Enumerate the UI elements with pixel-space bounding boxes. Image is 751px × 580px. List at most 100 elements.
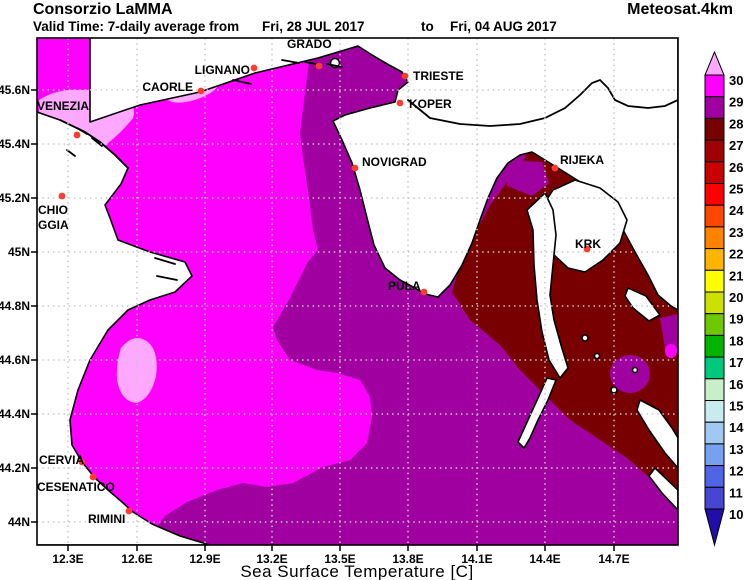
lon-tick-label: 14.4E [529,552,560,566]
sea-patch-28-29-rijeka [505,160,549,196]
colorbar-cell [704,486,725,510]
po-delta-marks [154,257,178,281]
colorbar-cell [704,443,725,467]
lon-tick-label: 12.3E [52,552,83,566]
valid-date-to: Fri, 04 AUG 2017 [450,19,557,34]
map-canvas: VENEZIA CHIO GGIA CAORLE LIGNANO GRADO T… [37,37,678,545]
colorbar-cell [704,356,725,380]
city-label-grado: GRADO [287,37,332,51]
colorbar-cell [704,269,725,293]
colorbar-cell [704,226,725,250]
lat-tick-label: 44.8N [0,299,30,313]
lat-tick-marks [31,89,37,523]
lon-tick-label: 12.6E [121,552,152,566]
colorbar-cell [704,291,725,315]
colorbar-label: 17 [729,355,743,370]
lat-tick-label: 45.4N [0,137,30,151]
lat-tick-label: 44.4N [0,407,30,421]
city-label-koper: KOPER [409,97,452,111]
colorbar-cell [704,139,725,163]
sea-patch-28-29-edge [660,314,678,352]
lat-tick-label: 45.6N [0,83,30,97]
valid-to-word: to [421,19,434,34]
lat-tick-label: 45N [8,245,30,259]
colorbar-label: 15 [729,399,743,414]
island-rab [624,287,661,322]
colorbar-label: 25 [729,182,743,197]
city-label-rimini: RIMINI [88,512,125,526]
lat-tick-label: 44.6N [0,353,30,367]
city-marker-koper [396,99,404,107]
lon-tick-marks [67,545,615,551]
colorbar-label: 10 [729,507,743,522]
colorbar-label: 11 [729,485,743,500]
city-marker-rijeka [551,164,559,172]
lon-tick-label: 13.2E [256,552,287,566]
lon-tick-label: 14.1E [461,552,492,566]
city-marker-venezia [73,131,81,139]
lon-tick-label: 14.7E [598,552,629,566]
islet [631,366,639,374]
sea-patch-28-29-mid [610,355,650,393]
city-label-lignano: LIGNANO [195,63,250,77]
city-label-krk: KRK [575,237,601,251]
city-marker-pula [420,288,428,296]
city-label-venezia: VENEZIA [37,99,89,113]
colorbar-label: 28 [729,116,743,131]
city-label-trieste: TRIESTE [413,69,464,83]
axis-title: Sea Surface Temperature [C] [240,562,473,580]
city-marker-cervia [78,458,86,466]
colorbar-label: 20 [729,290,743,305]
colorbar-cell [704,313,725,336]
colorbar: 30 29 28 27 26 25 24 23 22 21 20 19 18 1… [704,50,744,547]
island-pag [636,399,678,469]
lagoon-grado-marks [232,59,343,85]
lat-tick-label: 45.2N [0,191,30,205]
colorbar-cell [704,204,725,228]
colorbar-label: 29 [729,95,743,110]
city-label-rijeka: RIJEKA [560,153,604,167]
sea-region-above30-offshore [116,338,157,403]
colorbar-label: 23 [729,225,743,240]
colorbar-arrow-below [704,508,725,547]
city-marker-caorle [197,87,205,95]
city-label-cesenatico: CESENATICO [37,480,115,494]
city-marker-rimini [125,507,133,515]
lagoon-marks [66,127,103,157]
colorbar-cell [704,161,725,185]
colorbar-label: 26 [729,160,743,175]
coastline-karst-ridge [407,78,678,127]
city-marker-cesenatico [89,473,97,481]
lat-tick-label: 44.2N [0,461,30,475]
city-label-caorle: CAORLE [142,80,193,94]
colorbar-label: 30 [729,73,743,88]
city-marker-krk [583,245,591,253]
colorbar-label: 19 [729,312,743,327]
lon-tick-label: 12.9E [189,552,220,566]
city-marker-chioggia [58,192,66,200]
colorbar-cell [704,96,725,119]
city-label-pula: PULA [388,279,421,293]
colorbar-label: 22 [729,247,743,262]
lat-tick-label: 44N [8,515,30,529]
colorbar-cell [704,183,725,206]
sea-patch-29-30-edge [665,344,677,358]
colorbar-label: 14 [729,420,744,435]
lon-tick-label: 13.8E [392,552,423,566]
map-frame [36,37,679,546]
colorbar-cell [704,117,725,141]
colorbar-label: 21 [729,268,743,283]
colorbar-label: 27 [729,138,743,153]
brand-title: Consorzio LaMMA [33,1,173,18]
city-marker-trieste [401,72,409,80]
city-marker-novigrad [351,164,359,172]
island-cres [526,192,569,379]
island-pag-south [648,467,678,511]
lon-tick-label: 13.5E [324,552,355,566]
colorbar-label: 12 [729,464,743,479]
colorbar-label: 13 [729,442,743,457]
colorbar-cell [704,400,725,423]
city-label-novigrad: NOVIGRAD [362,155,427,169]
